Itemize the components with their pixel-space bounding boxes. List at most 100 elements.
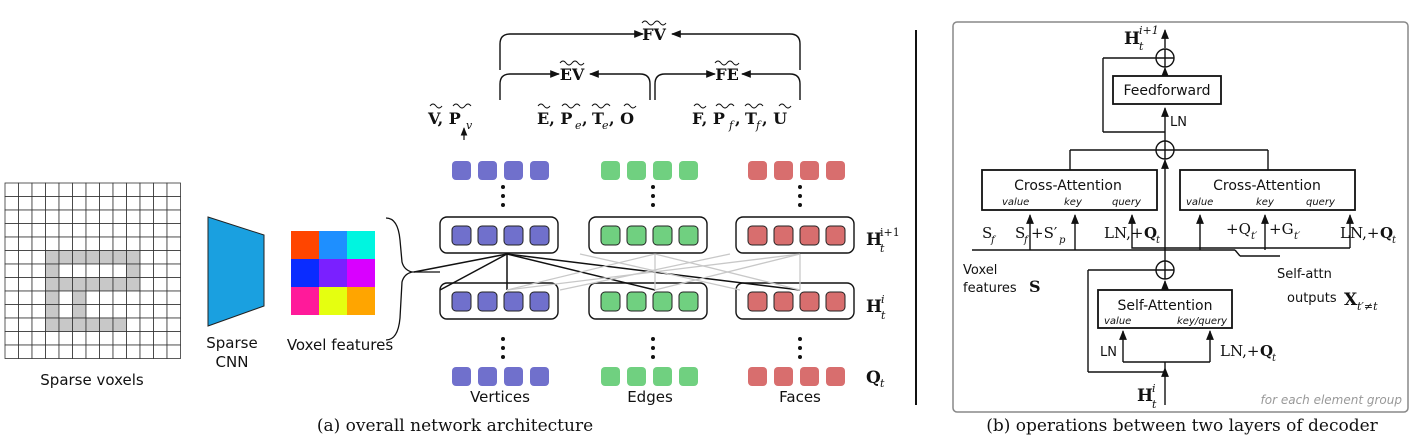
empty-voxel bbox=[45, 182, 60, 197]
ca-left-value: value bbox=[1002, 197, 1029, 208]
empty-voxel bbox=[18, 182, 33, 197]
vertex-token bbox=[478, 367, 497, 386]
empty-voxel bbox=[31, 250, 46, 265]
empty-voxel bbox=[72, 223, 87, 238]
svg-text:V, P: V, P bbox=[427, 109, 461, 128]
svg-text:i+1: i+1 bbox=[880, 226, 900, 239]
filled-voxel bbox=[58, 250, 73, 265]
empty-voxel bbox=[72, 331, 87, 346]
svg-text:t: t bbox=[881, 309, 886, 322]
empty-voxel bbox=[31, 209, 46, 224]
sparse-voxel-grid bbox=[4, 182, 181, 359]
empty-voxel bbox=[4, 263, 19, 278]
h-bottom-label: H i t bbox=[1137, 382, 1157, 411]
svg-text:outputs: outputs bbox=[1287, 291, 1337, 306]
empty-voxel bbox=[112, 182, 127, 197]
feedforward-block bbox=[1112, 75, 1222, 105]
voxel-features-label: Voxel features bbox=[287, 336, 394, 354]
filled-voxel bbox=[99, 317, 114, 332]
voxel-features-s-label: Voxel features S bbox=[963, 263, 1041, 296]
empty-voxel bbox=[18, 304, 33, 319]
empty-voxel bbox=[112, 236, 127, 251]
face-token bbox=[773, 225, 794, 246]
vertex-token bbox=[530, 161, 549, 180]
svg-text:Q: Q bbox=[1380, 224, 1393, 242]
empty-voxel bbox=[153, 223, 168, 238]
svg-text:t′: t′ bbox=[1294, 231, 1301, 242]
edge-token bbox=[626, 291, 647, 312]
empty-voxel bbox=[18, 331, 33, 346]
empty-voxel bbox=[166, 223, 181, 238]
empty-voxel bbox=[166, 344, 181, 359]
filled-voxel bbox=[126, 277, 141, 292]
empty-voxel bbox=[153, 344, 168, 359]
empty-voxel bbox=[45, 236, 60, 251]
svg-text:v: v bbox=[466, 119, 473, 132]
empty-voxel bbox=[31, 344, 46, 359]
empty-voxel bbox=[139, 236, 154, 251]
feature-brace bbox=[385, 217, 413, 341]
empty-voxel bbox=[112, 209, 127, 224]
empty-voxel bbox=[139, 263, 154, 278]
svg-text:f: f bbox=[1023, 235, 1030, 246]
face-token bbox=[800, 161, 819, 180]
empty-voxel bbox=[139, 250, 154, 265]
face-token bbox=[826, 367, 845, 386]
empty-voxel bbox=[153, 236, 168, 251]
face-token bbox=[747, 291, 768, 312]
empty-voxel bbox=[139, 277, 154, 292]
vertex-token bbox=[451, 291, 472, 312]
filled-voxel bbox=[112, 317, 127, 332]
empty-voxel bbox=[153, 304, 168, 319]
edge-output-label: E, P e , T e , O bbox=[537, 103, 637, 132]
face-token bbox=[825, 291, 846, 312]
feature-cell bbox=[291, 259, 319, 287]
caption-b: (b) operations between two layers of dec… bbox=[986, 416, 1378, 436]
empty-voxel bbox=[4, 304, 19, 319]
empty-voxel bbox=[72, 236, 87, 251]
face-token bbox=[799, 291, 820, 312]
empty-voxel bbox=[166, 304, 181, 319]
empty-voxel bbox=[31, 304, 46, 319]
filled-voxel bbox=[126, 250, 141, 265]
empty-voxel bbox=[4, 290, 19, 305]
sa-key-query: key/query bbox=[1177, 316, 1228, 327]
ff-ln-label: LN bbox=[1170, 115, 1187, 130]
empty-voxel bbox=[18, 277, 33, 292]
svg-text:t: t bbox=[1392, 235, 1397, 246]
empty-voxel bbox=[166, 236, 181, 251]
decoder-flow bbox=[972, 29, 1354, 405]
filled-voxel bbox=[72, 277, 87, 292]
empty-voxel bbox=[85, 290, 100, 305]
edge-token bbox=[652, 291, 673, 312]
token-groups bbox=[439, 161, 855, 386]
empty-voxel bbox=[139, 223, 154, 238]
svg-text:+G: +G bbox=[1269, 220, 1294, 238]
svg-text:E, P: E, P bbox=[537, 109, 572, 128]
sparse-cnn-label-2: CNN bbox=[216, 353, 249, 371]
empty-voxel bbox=[45, 344, 60, 359]
layer-label-h-next: H i+1 t bbox=[866, 226, 900, 255]
q-g-right-label: +Q t′ +G t′ bbox=[1226, 220, 1301, 242]
empty-voxel bbox=[58, 209, 73, 224]
filled-voxel bbox=[72, 317, 87, 332]
svg-text:f: f bbox=[990, 235, 997, 246]
face-token bbox=[774, 367, 793, 386]
empty-voxel bbox=[31, 223, 46, 238]
empty-voxel bbox=[112, 290, 127, 305]
empty-voxel bbox=[72, 209, 87, 224]
filled-voxel bbox=[85, 317, 100, 332]
empty-voxel bbox=[166, 290, 181, 305]
feature-cell bbox=[319, 287, 347, 315]
empty-voxel bbox=[139, 331, 154, 346]
empty-voxel bbox=[18, 317, 33, 332]
cross-attention-left-block bbox=[981, 169, 1158, 211]
svg-text:LN,+: LN,+ bbox=[1104, 224, 1143, 242]
face-token bbox=[825, 225, 846, 246]
edge-token bbox=[679, 367, 698, 386]
empty-voxel bbox=[45, 209, 60, 224]
faces-label: Faces bbox=[779, 388, 821, 406]
svg-text:Q: Q bbox=[1260, 342, 1273, 360]
svg-text:p: p bbox=[1059, 235, 1066, 246]
empty-voxel bbox=[58, 331, 73, 346]
